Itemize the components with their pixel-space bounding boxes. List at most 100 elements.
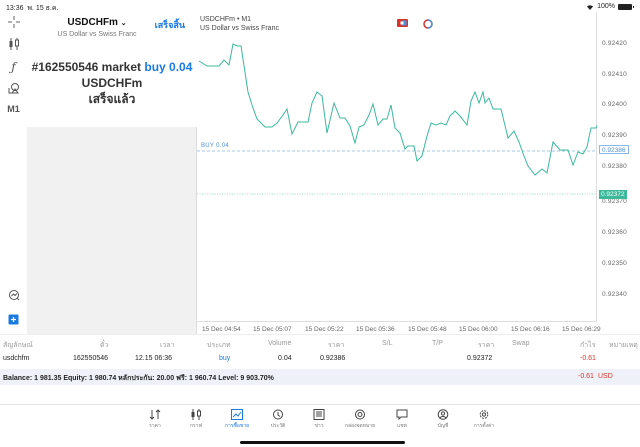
new-order-button[interactable] [0,314,27,325]
cell-price: 0.92372 [467,355,493,362]
y-tick: 0.92360 [602,229,627,236]
cell-time: 12.15 06:36 [135,355,172,362]
balance-row: Balance: 1 981.35 Equity: 1 980.74 หลักป… [0,369,640,385]
tab-settings[interactable]: การตั้งค่า [462,409,506,430]
column-header-sl[interactable]: S/L [382,340,393,347]
column-header-comment[interactable]: หมายเหตุ [609,342,638,349]
done-button[interactable]: เสร็จสิ้น [154,20,185,30]
timeframe-button[interactable]: M1 [7,104,20,114]
bottom-tab-bar: ราคา กราฟ การซื้อขาย ประวัติ ข่าว กล่องจ… [0,404,640,447]
mailbox-icon [355,409,365,420]
quick-trade-icon [8,290,19,301]
cell-type: buy [219,355,231,362]
settings-icon [479,410,489,419]
status-right: 100% [586,3,634,10]
order-panel: USDCHFm ⌄ US Dollar vs Swiss Franc เสร็จ… [27,12,197,334]
y-tick: 0.92390 [602,132,627,139]
trade-icon [231,409,243,420]
price-line-svg [197,43,597,195]
cell-profit: -0.61 [580,355,596,362]
tab-mailbox[interactable]: กล่องจดหมาย [338,409,382,430]
order-result-card: USDCHFm ⌄ US Dollar vs Swiss Franc เสร็จ… [27,12,197,127]
new-order-icon [8,314,19,325]
column-header-symbol[interactable]: สัญลักษณ์ [3,342,33,349]
battery-percent: 100% [597,3,615,10]
column-header-ticket[interactable]: ตั๋ว [100,342,109,349]
y-tick: 0.92380 [602,163,627,170]
tab-chart[interactable]: กราฟ [174,409,218,430]
cell-volume: 0.04 [278,355,292,362]
bid-price-tag: 0.92372 [599,190,627,199]
buy-price-tag: 0.92386 [599,145,629,154]
crosshair-icon [7,16,20,28]
symbol-description: US Dollar vs Swiss Franc [57,31,137,38]
tab-quotes[interactable]: ราคา [133,409,177,430]
chart-title: USDCHFm • M1 US Dollar vs Swiss Franc [200,16,279,32]
plot-area [197,12,597,322]
cell-ticket: 162550546 [73,355,109,362]
column-header-profit[interactable]: กำไร [580,342,596,349]
y-tick: 0.92340 [602,291,627,298]
objects-button[interactable] [0,82,27,94]
balance-summary: Balance: 1 981.35 Equity: 1 980.74 หลักป… [3,375,274,382]
y-tick: 0.92420 [602,40,627,47]
chart-icons [397,19,433,29]
x-tick: 15 Dec 04:54 [202,326,241,333]
tab-news[interactable]: ข่าว [297,409,341,430]
x-tick: 15 Dec 06:29 [562,326,601,333]
chevron-down-icon: ⌄ [120,20,127,27]
y-tick: 0.92370 [602,198,627,205]
column-header-time[interactable]: เวลา [160,342,175,349]
left-toolbar: ƒ M1 [0,12,27,334]
cell-symbol: usdchfm [3,355,30,362]
objects-icon [8,83,19,94]
y-tick: 0.92410 [602,71,627,78]
history-icon [273,409,283,420]
quotes-icon [149,409,161,420]
tab-history[interactable]: ประวัติ [256,409,300,430]
column-header-tp[interactable]: T/P [432,340,443,347]
tab-account[interactable]: บัญชี [421,409,465,430]
crosshair-button[interactable] [0,16,27,28]
y-tick: 0.92400 [602,101,627,108]
quick-trade-button[interactable] [0,289,27,301]
chart-type-button[interactable] [0,38,27,50]
y-tick: 0.92350 [602,260,627,267]
home-indicator [240,441,405,444]
price-series-line [198,43,597,176]
buy-line-label: BUY 0.04 [201,143,229,149]
column-header-volume[interactable]: Volume [268,340,292,347]
column-header-open-price[interactable]: ราคา [328,342,345,349]
column-header-price[interactable]: ราคา [478,342,495,349]
x-tick: 15 Dec 05:48 [408,326,447,333]
column-header-swap[interactable]: Swap [512,340,530,347]
battery-icon [618,3,634,10]
column-header-type[interactable]: ประเภท [207,342,231,349]
trading-signal-icon[interactable] [423,19,433,29]
positions-table: สัญลักษณ์ ตั๋ว เวลา ประเภท Volume ราคา S… [0,334,640,404]
wifi-icon [587,4,594,10]
status-bar: 13:36 พ. 15 ธ.ค. 100% [0,0,640,12]
status-time: 13:36 พ. 15 ธ.ค. [6,5,59,12]
x-tick: 15 Dec 06:00 [459,326,498,333]
x-tick: 15 Dec 06:16 [511,326,550,333]
chart-icon [191,409,201,420]
total-profit: -0.61 [578,373,594,380]
chat-icon [396,409,408,420]
symbol-selector[interactable]: USDCHFm ⌄ [67,17,127,28]
account-icon [437,409,449,420]
x-tick: 15 Dec 05:22 [305,326,344,333]
price-chart[interactable]: USDCHFm • M1 US Dollar vs Swiss Franc BU… [197,12,640,334]
order-result-message: #162550546 market buy 0.04 USDCHFm เสร็จ… [31,60,193,106]
function-icon: ƒ [11,60,16,74]
cell-open-price: 0.92386 [320,355,346,362]
tab-trade[interactable]: การซื้อขาย [215,409,259,430]
x-tick: 15 Dec 05:36 [356,326,395,333]
candlestick-icon [9,38,19,50]
account-currency: USD [598,373,613,380]
x-tick: 15 Dec 05:07 [253,326,292,333]
one-click-trading-icon[interactable] [397,19,408,27]
indicators-button[interactable]: ƒ [0,60,27,74]
tab-chat[interactable]: แชท [380,409,424,430]
news-icon [313,409,325,420]
